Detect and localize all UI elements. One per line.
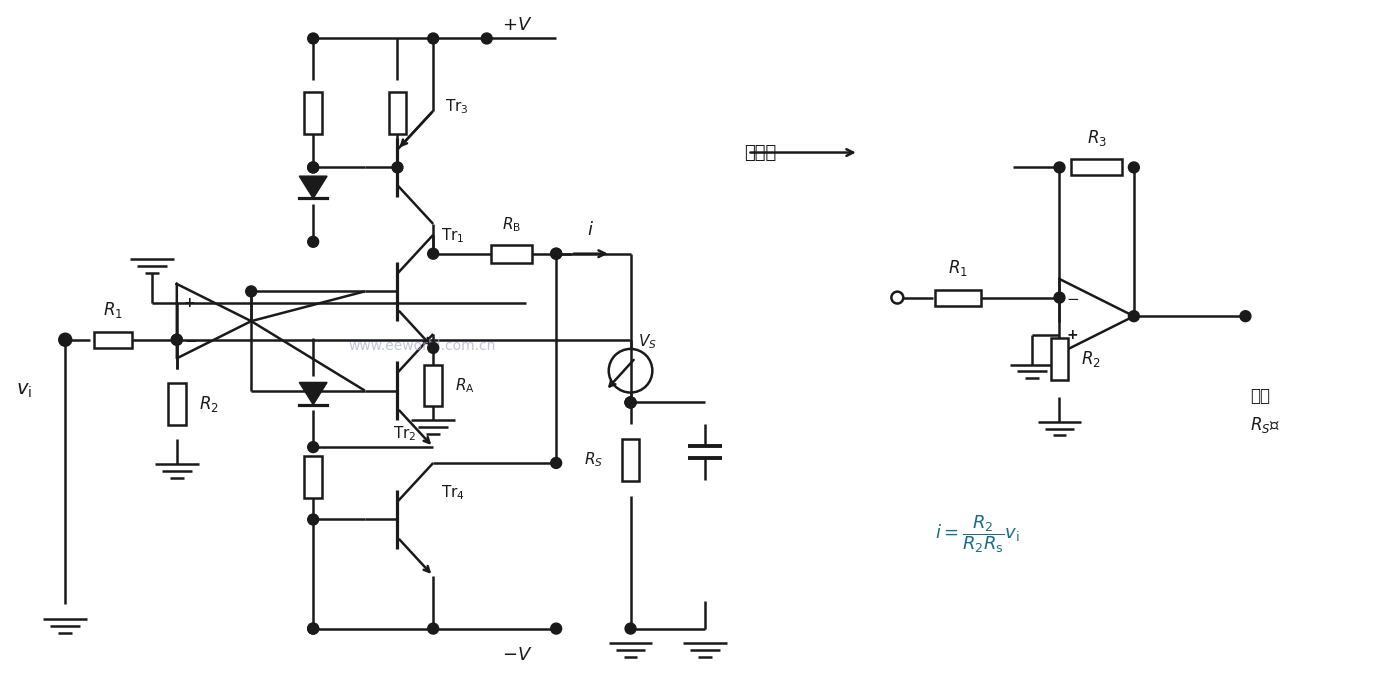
Text: $R_S$端: $R_S$端 (1251, 415, 1280, 435)
Circle shape (1240, 311, 1251, 322)
Circle shape (482, 33, 492, 44)
Bar (389, 92, 407, 134)
Circle shape (308, 514, 319, 525)
Text: $\mathrm{Tr}_1$: $\mathrm{Tr}_1$ (442, 226, 465, 245)
Text: $R_1$: $R_1$ (103, 300, 123, 320)
Circle shape (1128, 162, 1139, 173)
Text: $i=\dfrac{R_2}{R_2R_{\rm s}}v_{\rm i}$: $i=\dfrac{R_2}{R_2R_{\rm s}}v_{\rm i}$ (935, 514, 1020, 555)
Bar (425, 365, 442, 406)
Text: www.eeworld.com.cn: www.eeworld.com.cn (348, 339, 496, 353)
Circle shape (308, 623, 319, 634)
Text: $R_2$: $R_2$ (1081, 349, 1100, 369)
Polygon shape (299, 383, 327, 405)
Circle shape (428, 623, 439, 634)
Text: 来自: 来自 (1251, 387, 1270, 404)
Circle shape (308, 623, 319, 634)
Circle shape (550, 248, 561, 259)
Polygon shape (299, 176, 327, 198)
Bar (1050, 338, 1068, 380)
Text: $-V$: $-V$ (501, 646, 532, 665)
Text: $R_2$: $R_2$ (199, 394, 219, 414)
Text: $v_{\mathrm{i}}$: $v_{\mathrm{i}}$ (15, 381, 32, 400)
Text: $R_1$: $R_1$ (947, 258, 968, 278)
Text: $V_S$: $V_S$ (638, 332, 657, 351)
Text: $R_{\mathrm{B}}$: $R_{\mathrm{B}}$ (501, 215, 521, 234)
Circle shape (428, 33, 439, 44)
Circle shape (391, 162, 403, 173)
Text: $\mathrm{Tr}_4$: $\mathrm{Tr}_4$ (442, 483, 465, 502)
Text: $-$: $-$ (1067, 290, 1080, 305)
Text: $R_3$: $R_3$ (1087, 128, 1106, 147)
Text: $i$: $i$ (588, 221, 595, 239)
Circle shape (550, 623, 561, 634)
Bar (935, 289, 981, 306)
Bar (169, 383, 185, 425)
Circle shape (1055, 292, 1064, 303)
Circle shape (171, 334, 182, 345)
Text: +: + (184, 295, 195, 310)
Circle shape (625, 397, 637, 408)
Bar (304, 92, 322, 134)
Text: $+V$: $+V$ (501, 16, 532, 34)
Bar (304, 456, 322, 498)
Circle shape (428, 248, 439, 259)
Circle shape (1128, 311, 1139, 322)
Circle shape (550, 458, 561, 468)
Text: $R_{\mathrm{A}}$: $R_{\mathrm{A}}$ (456, 377, 475, 395)
Text: $\mathrm{Tr}_2$: $\mathrm{Tr}_2$ (393, 424, 417, 443)
Bar (621, 439, 639, 481)
Bar (1071, 160, 1123, 175)
Text: 稳定化: 稳定化 (745, 143, 777, 162)
Circle shape (308, 33, 319, 44)
Text: +: + (1067, 328, 1078, 342)
Circle shape (625, 623, 637, 634)
Circle shape (245, 286, 256, 297)
Bar (490, 245, 532, 262)
Circle shape (308, 162, 319, 173)
Circle shape (625, 397, 637, 408)
Circle shape (550, 248, 561, 259)
Circle shape (1055, 162, 1064, 173)
Circle shape (308, 441, 319, 452)
Circle shape (171, 334, 182, 345)
Text: $\mathrm{Tr}_3$: $\mathrm{Tr}_3$ (446, 97, 468, 116)
Circle shape (308, 237, 319, 247)
Circle shape (60, 334, 71, 345)
Circle shape (625, 397, 637, 408)
Text: $-$: $-$ (184, 332, 196, 347)
Circle shape (428, 343, 439, 354)
Circle shape (308, 162, 319, 173)
Bar (93, 332, 132, 347)
Text: $R_S$: $R_S$ (584, 451, 603, 469)
